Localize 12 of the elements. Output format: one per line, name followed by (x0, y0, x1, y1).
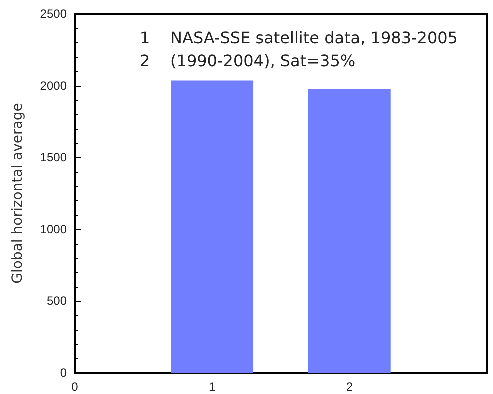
y-tick-label: 500 (46, 294, 68, 308)
y-tick-label: 1500 (40, 150, 68, 165)
annotation: 2 (1990-2004), Sat=35% (140, 52, 356, 70)
y-axis-title: Global horizontal average (10, 103, 26, 284)
y-tick-label: 2500 (40, 7, 68, 21)
y-tick-label: 2000 (40, 78, 68, 93)
y-tick-label: 1000 (40, 222, 68, 236)
x-tick-label: 1 (208, 380, 216, 394)
y-tick-label: 0 (60, 366, 68, 380)
annotation: 1 NASA-SSE satellite data, 1983-2005 (140, 28, 458, 48)
x-tick-label: 0 (72, 380, 79, 394)
x-tick-label: 2 (346, 380, 354, 394)
